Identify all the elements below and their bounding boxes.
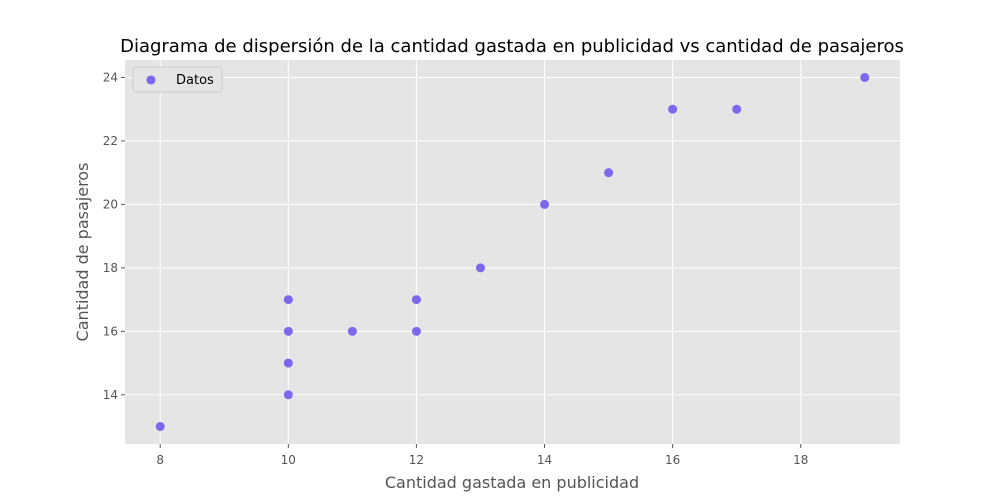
x-tick-label: 8 xyxy=(156,453,164,467)
data-point xyxy=(283,358,293,368)
grid-lines xyxy=(125,60,900,444)
data-point xyxy=(411,295,421,305)
legend-marker xyxy=(146,75,156,85)
y-axis-ticks: 14 16 18 20 22 24 xyxy=(103,70,125,402)
data-point xyxy=(155,422,165,432)
data-point xyxy=(604,168,614,178)
data-point xyxy=(540,199,550,209)
x-tick-label: 14 xyxy=(537,453,552,467)
data-point xyxy=(732,104,742,114)
y-tick-label: 24 xyxy=(103,70,118,84)
y-tick-label: 22 xyxy=(103,134,118,148)
data-point xyxy=(283,390,293,400)
data-points xyxy=(155,72,870,432)
y-axis-label: Cantidad de pasajeros xyxy=(73,163,92,342)
y-tick-label: 20 xyxy=(103,197,118,211)
y-tick-label: 14 xyxy=(103,388,118,402)
data-point xyxy=(668,104,678,114)
data-point xyxy=(411,326,421,336)
data-point xyxy=(475,263,485,273)
legend-box xyxy=(132,66,223,93)
x-tick-label: 12 xyxy=(409,453,424,467)
x-tick-label: 16 xyxy=(665,453,680,467)
legend: Datos xyxy=(132,66,223,93)
legend-label: Datos xyxy=(176,73,214,88)
x-axis-ticks: 8 10 12 14 16 18 xyxy=(156,444,808,467)
data-point xyxy=(283,326,293,336)
x-tick-label: 10 xyxy=(281,453,296,467)
data-point xyxy=(347,326,357,336)
chart-title: Diagrama de dispersión de la cantidad ga… xyxy=(120,36,904,57)
data-point xyxy=(860,72,870,82)
x-tick-label: 18 xyxy=(793,453,808,467)
data-point xyxy=(283,295,293,305)
plot-area xyxy=(125,60,900,444)
y-tick-label: 18 xyxy=(103,261,118,275)
y-tick-label: 16 xyxy=(103,324,118,338)
x-axis-label: Cantidad gastada en publicidad xyxy=(385,473,639,492)
